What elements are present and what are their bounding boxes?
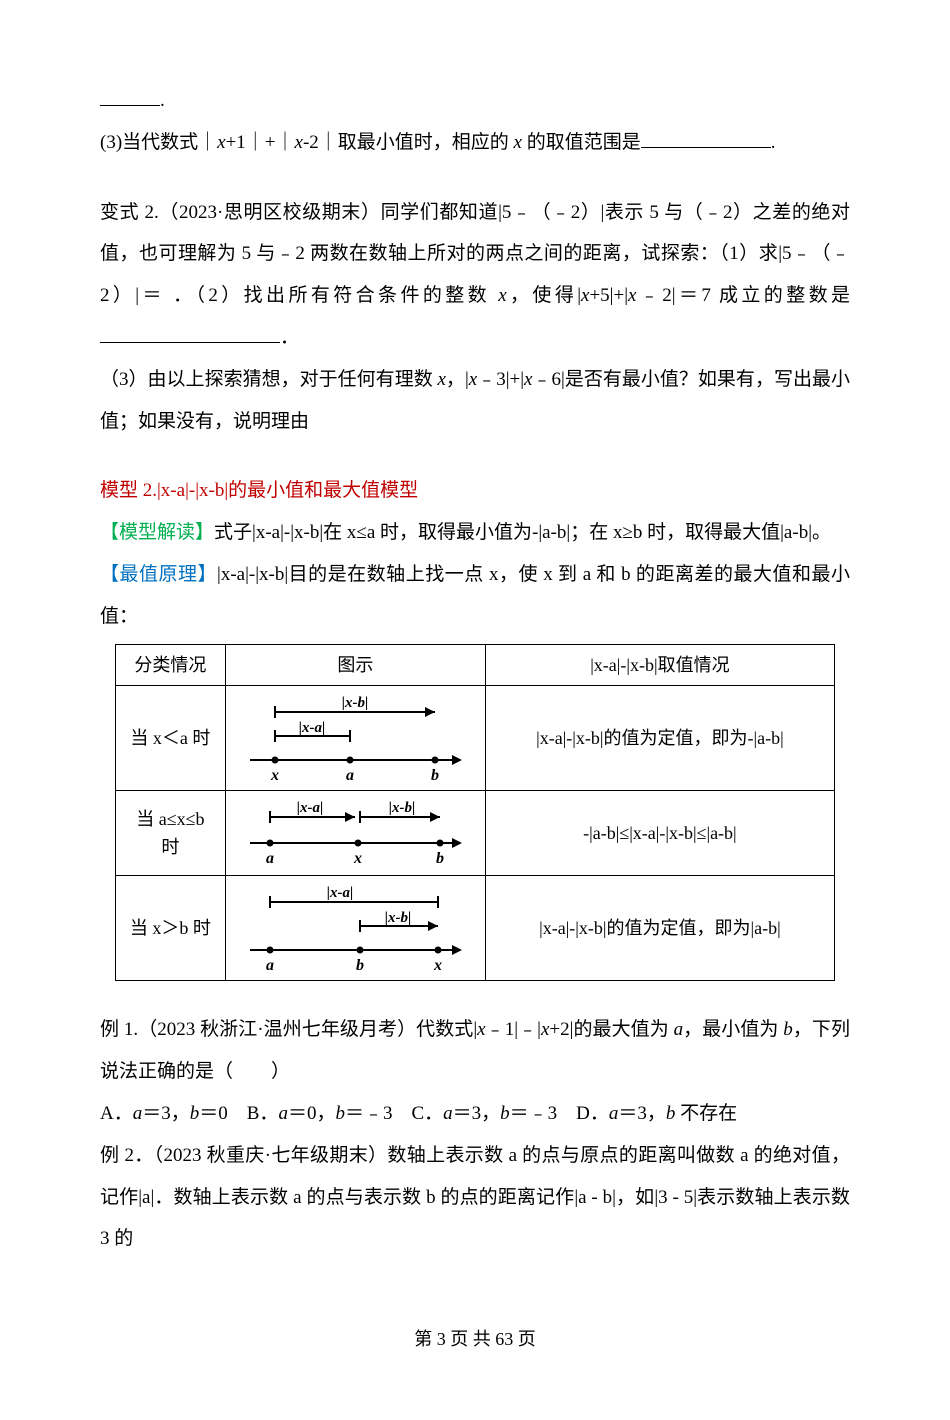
number-line-3: |x-a| |x-b| a b x [240, 882, 470, 974]
number-line-1: |x-b| |x-a| x a b [240, 692, 470, 784]
page-footer: 第 3 页 共 63 页 [100, 1320, 850, 1360]
svg-text:|x-b|: |x-b| [389, 800, 416, 816]
model-read-label: 【模型解读】 [100, 522, 214, 543]
variation-2-part3: （3）由以上探索猜想，对于任何有理数 x，|x﹣3|+|x﹣6|是否有最小值？如… [100, 359, 850, 443]
model-2-title: 模型 2.|x-a|-|x-b|的最小值和最大值模型 [100, 470, 850, 512]
svg-text:a: a [266, 957, 274, 974]
table-head-c2: 图示 [225, 644, 485, 686]
model-read: 【模型解读】式子|x-a|-|x-b|在 x≤a 时，取得最小值为-|a-b|；… [100, 512, 850, 554]
table-row: 当 x＞b 时 |x-a| |x-b| [116, 876, 835, 981]
table-row: 当 a≤x≤b 时 |x-a| |x-b| [116, 791, 835, 876]
model-principle-label: 【最值原理】 [100, 564, 217, 585]
svg-text:a: a [346, 767, 354, 784]
example-1-options: A．a＝3，b＝0 B．a＝0，b＝﹣3 C．a＝3，b＝﹣3 D．a＝3，b … [100, 1093, 850, 1135]
svg-text:|x-a|: |x-a| [297, 800, 324, 816]
abs-3-5: |3 - 5| [654, 1187, 697, 1208]
blank[interactable] [100, 342, 280, 343]
svg-text:x: x [433, 957, 442, 974]
svg-text:a: a [266, 850, 274, 867]
abs-a: |a| [138, 1187, 154, 1208]
abs-a-b: |a - b| [574, 1187, 616, 1208]
example-2: 例 2．（2023 秋重庆·七年级期末）数轴上表示数 a 的点与原点的距离叫做数… [100, 1135, 850, 1260]
model-table: 分类情况 图示 |x-a|-|x-b|取值情况 当 x＜a 时 |x-b| |x… [115, 644, 835, 982]
svg-text:b: b [356, 957, 364, 974]
svg-text:b: b [436, 850, 444, 867]
q3-blank-line: . [100, 80, 850, 122]
model-principle: 【最值原理】|x-a|-|x-b|目的是在数轴上找一点 x，使 x 到 a 和 … [100, 554, 850, 638]
svg-text:|x-a|: |x-a| [327, 885, 354, 901]
diagram-cell-1: |x-b| |x-a| x a b [225, 686, 485, 791]
diagram-cell-3: |x-a| |x-b| a b x [225, 876, 485, 981]
number-line-2: |x-a| |x-b| a x b [240, 797, 470, 869]
table-row: 当 x＜a 时 |x-b| |x-a| [116, 686, 835, 791]
example-1: 例 1.（2023 秋浙江·温州七年级月考）代数式|x﹣1|﹣|x+2|的最大值… [100, 1009, 850, 1093]
variation-2: 变式 2.（2023·思明区校级期末）同学们都知道|5﹣（﹣2）|表示 5 与（… [100, 192, 850, 359]
svg-text:|x-b|: |x-b| [385, 910, 412, 926]
svg-text:|x-b|: |x-b| [342, 695, 369, 711]
blank[interactable] [100, 105, 160, 106]
blank[interactable] [641, 147, 771, 148]
q3-line2: (3)当代数式｜x+1｜+｜x-2｜取最小值时，相应的 x 的取值范围是. [100, 122, 850, 164]
table-head-c1: 分类情况 [116, 644, 226, 686]
diagram-cell-2: |x-a| |x-b| a x b [225, 791, 485, 876]
svg-text:x: x [353, 850, 362, 867]
svg-text:|x-a|: |x-a| [299, 720, 326, 736]
svg-text:b: b [431, 767, 439, 784]
svg-text:x: x [270, 767, 279, 784]
table-head-c3: |x-a|-|x-b|取值情况 [485, 644, 834, 686]
